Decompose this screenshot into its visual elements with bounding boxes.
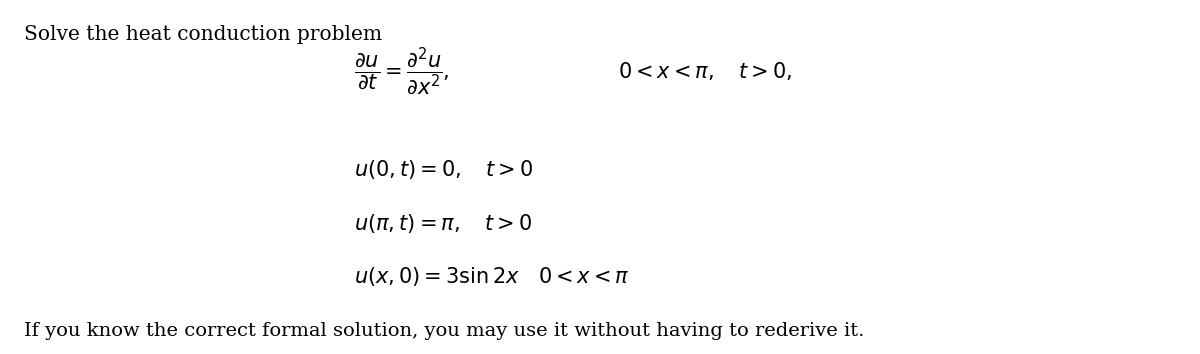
Text: $u(0, t) = 0, \quad t > 0$: $u(0, t) = 0, \quad t > 0$ xyxy=(354,159,533,181)
Text: $0 < x < \pi, \quad t > 0,$: $0 < x < \pi, \quad t > 0,$ xyxy=(618,60,792,82)
Text: $u(x, 0) = 3\sin 2x \quad 0 < x < \pi$: $u(x, 0) = 3\sin 2x \quad 0 < x < \pi$ xyxy=(354,265,630,287)
Text: $u(\pi, t) = \pi, \quad t > 0$: $u(\pi, t) = \pi, \quad t > 0$ xyxy=(354,212,532,234)
Text: $\dfrac{\partial u}{\partial t} = \dfrac{\partial^2 u}{\partial x^2},$: $\dfrac{\partial u}{\partial t} = \dfrac… xyxy=(354,45,450,97)
Text: Solve the heat conduction problem: Solve the heat conduction problem xyxy=(24,25,382,44)
Text: If you know the correct formal solution, you may use it without having to rederi: If you know the correct formal solution,… xyxy=(24,322,864,340)
